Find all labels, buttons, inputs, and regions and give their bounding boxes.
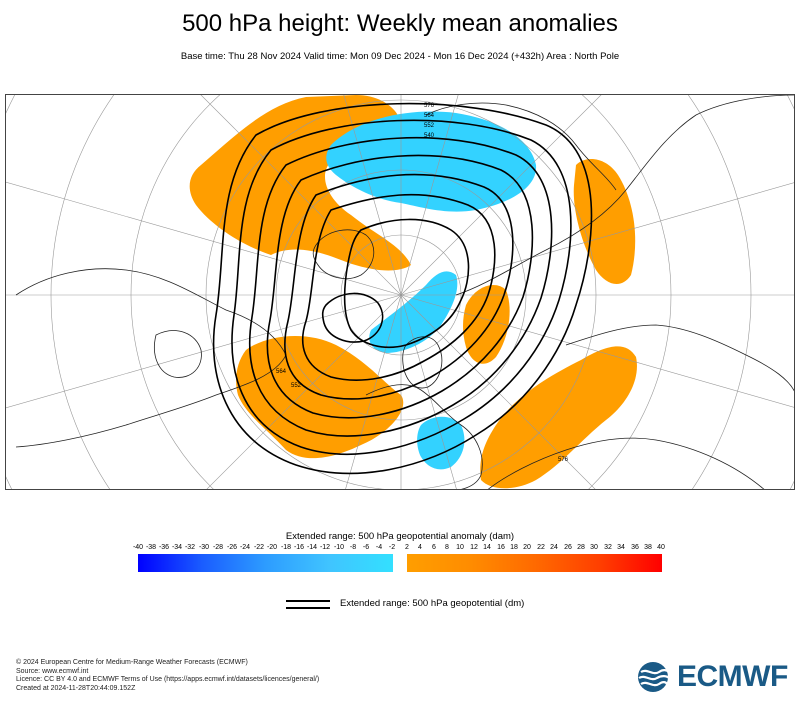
polar-map[interactable]: 576 564 552 540 564 552 576 bbox=[5, 94, 795, 490]
tick-label: 12 bbox=[470, 544, 478, 551]
contour-labels: 576 564 552 540 564 552 576 bbox=[276, 103, 569, 463]
tick-label: -32 bbox=[184, 544, 196, 551]
footer-licence: Licence: CC BY 4.0 and ECMWF Terms of Us… bbox=[16, 676, 320, 684]
contour-inner bbox=[343, 218, 470, 349]
tick-label: -38 bbox=[145, 544, 157, 551]
coast-alaska bbox=[425, 102, 617, 191]
tick-label: -14 bbox=[306, 544, 318, 551]
tick-label: -18 bbox=[280, 544, 292, 551]
tick-label: -22 bbox=[253, 544, 265, 551]
tick-label: -40 bbox=[132, 544, 144, 551]
tick-label: 4 bbox=[418, 544, 422, 551]
tick-label: -24 bbox=[239, 544, 251, 551]
tick-label: 24 bbox=[550, 544, 558, 551]
positive-anomaly-colorbar bbox=[407, 554, 662, 572]
map-svg: 576 564 552 540 564 552 576 bbox=[6, 95, 794, 489]
tick-label: 34 bbox=[617, 544, 625, 551]
contour-outer bbox=[212, 102, 593, 475]
ecmwf-logo-text: ECMWF bbox=[677, 660, 788, 693]
tick-label: -34 bbox=[171, 544, 183, 551]
tick-label: -20 bbox=[266, 544, 278, 551]
positive-anomaly-pacific bbox=[480, 346, 637, 489]
positive-anomaly-eastasia bbox=[573, 159, 636, 285]
negative-anomaly-mediterranean bbox=[417, 416, 465, 470]
coast-hudson bbox=[154, 330, 202, 378]
tick-label: -8 bbox=[349, 544, 357, 551]
footer-credits: © 2024 European Centre for Medium-Range … bbox=[16, 659, 319, 693]
contour-label: 564 bbox=[276, 369, 287, 375]
contour-5 bbox=[284, 173, 514, 400]
tick-label: 16 bbox=[497, 544, 505, 551]
contour-label: 540 bbox=[424, 133, 435, 139]
tick-label: -10 bbox=[333, 544, 345, 551]
contour-label: 576 bbox=[424, 103, 435, 109]
coast-greenland bbox=[312, 229, 375, 279]
contour-4 bbox=[266, 154, 534, 419]
tick-label: 30 bbox=[590, 544, 598, 551]
contour-label: 552 bbox=[291, 383, 302, 389]
tick-label: 28 bbox=[577, 544, 585, 551]
coast-europe bbox=[365, 384, 483, 489]
contour-6 bbox=[302, 193, 496, 381]
tick-label: 26 bbox=[564, 544, 572, 551]
page-subtitle: Base time: Thu 28 Nov 2024 Valid time: M… bbox=[180, 51, 620, 62]
tick-label: 6 bbox=[432, 544, 436, 551]
contour-2 bbox=[231, 119, 572, 456]
anomaly-legend-title: Extended range: 500 hPa geopotential ano… bbox=[285, 531, 515, 542]
tick-label: 8 bbox=[445, 544, 449, 551]
tick-label: -36 bbox=[158, 544, 170, 551]
contour-label: 576 bbox=[558, 457, 569, 463]
footer-source: Source: www.ecmwf.int bbox=[16, 667, 89, 675]
tick-label: -28 bbox=[212, 544, 224, 551]
negative-anomaly-colorbar bbox=[138, 554, 393, 572]
contour-label: 564 bbox=[424, 113, 435, 119]
coast-asia-east bbox=[565, 324, 794, 392]
contour-line-swatch bbox=[286, 600, 330, 609]
contour-label: 552 bbox=[424, 123, 435, 129]
tick-label: 2 bbox=[405, 544, 409, 551]
tick-label: -4 bbox=[375, 544, 383, 551]
tick-label: -26 bbox=[226, 544, 238, 551]
footer-created: Created at 2024-11-28T20:44:09.152Z bbox=[16, 684, 136, 692]
tick-label: -6 bbox=[362, 544, 370, 551]
tick-label: 36 bbox=[631, 544, 639, 551]
positive-anomaly-europe bbox=[236, 335, 404, 459]
coastlines bbox=[15, 95, 794, 489]
ecmwf-logo[interactable]: ECMWF bbox=[635, 660, 788, 694]
tick-label: 14 bbox=[483, 544, 491, 551]
geopotential-legend-label: Extended range: 500 hPa geopotential (dm… bbox=[340, 598, 525, 609]
coast-siberia bbox=[455, 95, 794, 296]
tick-label: 18 bbox=[510, 544, 518, 551]
tick-label: 20 bbox=[523, 544, 531, 551]
graticule bbox=[6, 95, 794, 489]
footer-copyright: © 2024 European Centre for Medium-Range … bbox=[16, 659, 248, 666]
tick-label: -30 bbox=[198, 544, 210, 551]
negative-anomaly-pole bbox=[369, 271, 458, 353]
tick-label: 22 bbox=[537, 544, 545, 551]
page-title: 500 hPa height: Weekly mean anomalies bbox=[182, 10, 618, 37]
tick-label: -12 bbox=[319, 544, 331, 551]
tick-label: 32 bbox=[604, 544, 612, 551]
tick-label: 40 bbox=[657, 544, 665, 551]
geopotential-contours bbox=[212, 102, 593, 475]
coast-asia-south bbox=[487, 437, 765, 489]
tick-label: 10 bbox=[456, 544, 464, 551]
tick-label: -2 bbox=[388, 544, 396, 551]
coast-scandinavia bbox=[402, 336, 443, 389]
tick-label: -16 bbox=[293, 544, 305, 551]
contour-3 bbox=[248, 136, 553, 437]
contour-polar-vortex bbox=[321, 292, 384, 343]
tick-label: 38 bbox=[644, 544, 652, 551]
ecmwf-logo-icon bbox=[638, 662, 670, 692]
